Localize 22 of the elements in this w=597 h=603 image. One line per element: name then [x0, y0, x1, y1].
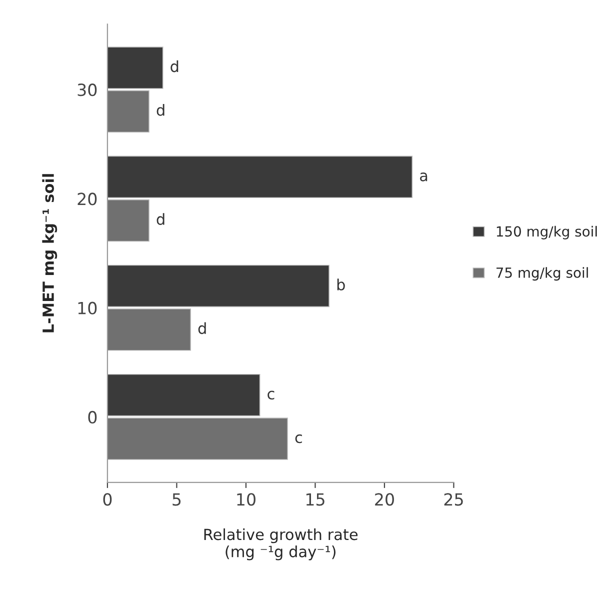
data-label: c — [295, 434, 302, 444]
x-tick-label: 0 — [103, 493, 112, 506]
data-label: d — [170, 60, 178, 72]
data-label: d — [198, 322, 206, 334]
y-tick-label: 20 — [78, 192, 97, 206]
data-label: b — [337, 278, 345, 290]
y-tick-label: 10 — [78, 302, 97, 314]
data-label: c — [268, 390, 274, 400]
x-tick-label: 15 — [306, 493, 324, 506]
legend-label: 75 mg/kg soil — [496, 267, 588, 281]
x-axis-title: Relative growth rate (mg ⁻¹g day⁻¹) — [204, 528, 358, 560]
y-tick-label: 0 — [88, 410, 97, 424]
x-tick-label: 25 — [444, 493, 463, 506]
y-axis-title: L-MET mg kg⁻¹ soil — [42, 174, 58, 332]
x-tick-label: 5 — [172, 493, 181, 506]
data-label: a — [420, 172, 428, 182]
x-tick-label: 20 — [375, 493, 394, 506]
data-label: d — [156, 104, 164, 116]
x-tick-label: 10 — [237, 493, 256, 506]
legend-label: 150 mg/kg soil — [496, 226, 597, 240]
y-tick-label: 30 — [78, 84, 97, 96]
data-label: d — [156, 213, 164, 225]
